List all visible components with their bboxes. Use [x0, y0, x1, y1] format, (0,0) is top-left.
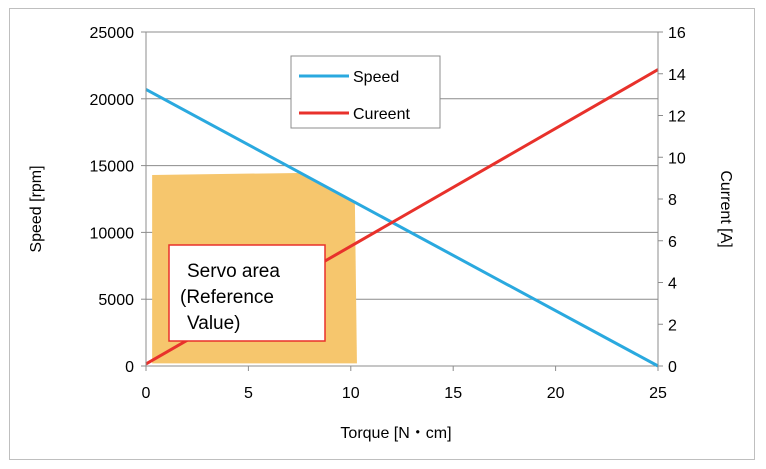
y-tick-label-5: 25000 [90, 25, 135, 42]
annotation-line-1: Servo area [187, 261, 280, 282]
servo-area-annotation: Servo area (Reference Value) [168, 244, 326, 342]
y2-tick-label-5: 10 [668, 150, 686, 167]
y-tick-label-2: 10000 [90, 225, 135, 242]
y2-tick-label-3: 6 [668, 234, 677, 251]
annotation-line-3: Value) [187, 313, 241, 334]
x-tick-label-2: 10 [342, 385, 360, 402]
y2-axis-ticks: 0 2 4 6 8 10 12 14 16 [658, 25, 686, 376]
y2-tick-label-4: 8 [668, 192, 677, 209]
y-axis-ticks: 0 5000 10000 15000 20000 25000 [90, 25, 146, 376]
y-tick-label-4: 20000 [90, 92, 135, 109]
y2-tick-label-0: 0 [668, 359, 677, 376]
x-tick-label-5: 25 [649, 385, 667, 402]
y2-tick-label-7: 14 [668, 67, 686, 84]
x-tick-label-1: 5 [244, 385, 253, 402]
y-tick-label-0: 0 [125, 359, 134, 376]
annotation-box [168, 244, 326, 342]
series-line-speed [145, 88, 659, 368]
y2-tick-label-6: 12 [668, 109, 686, 126]
y2-tick-label-1: 2 [668, 317, 677, 334]
legend: Speed Cureent [290, 55, 441, 129]
x-tick-label-4: 20 [547, 385, 565, 402]
speed-current-chart: 0 5 10 15 20 25 0 5000 10000 15000 20000 25000 0 2 4… [28, 25, 734, 442]
legend-label-current: Cureent [353, 106, 410, 123]
legend-box [290, 55, 441, 129]
x-tick-label-3: 15 [444, 385, 462, 402]
x-axis-ticks: 0 5 10 15 20 25 [142, 366, 667, 402]
y2-tick-label-2: 4 [668, 276, 677, 293]
x-axis-title: Torque [N・cm] [340, 425, 451, 442]
y-axis-title: Speed [rpm] [28, 165, 45, 252]
y-tick-label-3: 15000 [90, 159, 135, 176]
chart-frame: 0 5 10 15 20 25 0 5000 10000 15000 20000 25000 0 2 4… [9, 8, 755, 460]
legend-label-speed: Speed [353, 69, 399, 86]
x-tick-label-0: 0 [142, 385, 151, 402]
y2-axis-title: Current [A] [717, 170, 734, 247]
annotation-line-2: (Reference [180, 287, 274, 308]
y2-tick-label-8: 16 [668, 25, 686, 42]
y-tick-label-1: 5000 [98, 292, 134, 309]
